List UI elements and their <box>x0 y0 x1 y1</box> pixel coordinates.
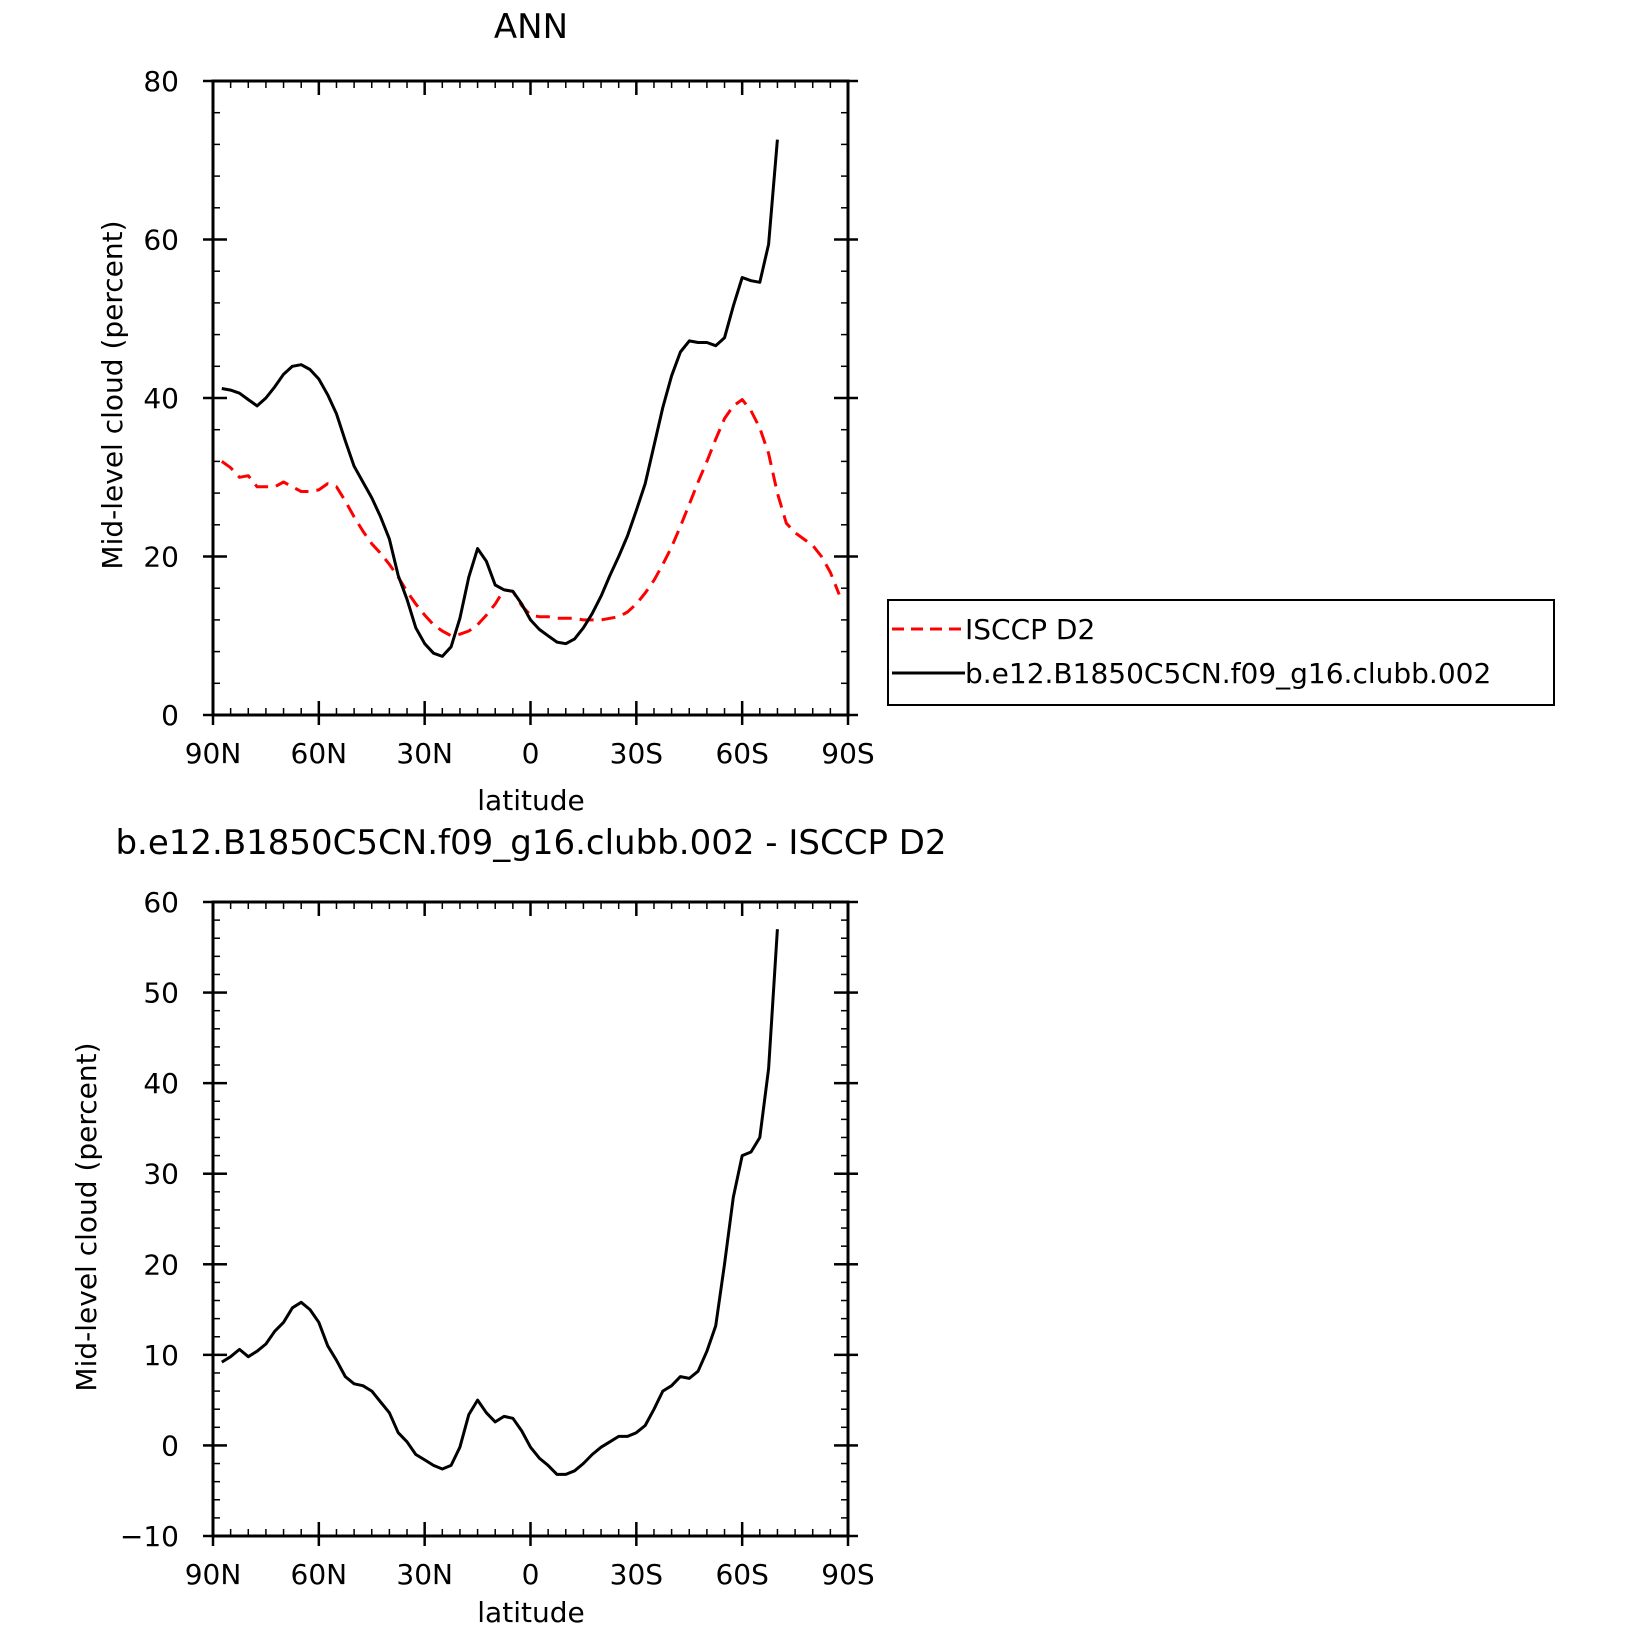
bottom-y-tick-label: 0 <box>161 1429 179 1462</box>
top-x-tick-label: 60N <box>291 737 348 770</box>
bottom-x-tick-label: 60S <box>715 1558 768 1591</box>
top-axis-ticks <box>203 79 858 725</box>
top-plot-lines <box>220 139 841 658</box>
bottom-x-tick-label: 90N <box>185 1558 242 1591</box>
top-x-tick-label: 60S <box>715 737 768 770</box>
bottom-x-tick-label: 60N <box>291 1558 348 1591</box>
bottom-x-axis-label: latitude <box>477 1596 584 1629</box>
legend: ISCCP D2 b.e12.B1850C5CN.f09_g16.clubb.0… <box>887 599 1555 706</box>
top-y-tick-label: 40 <box>143 382 179 415</box>
bottom-y-tick-label: 60 <box>143 886 179 919</box>
top-y-axis-label: Mid-level cloud (percent) <box>96 220 129 569</box>
legend-label-model: b.e12.B1850C5CN.f09_g16.clubb.002 <box>965 657 1491 690</box>
bottom-series-line-model <box>221 929 779 1476</box>
bottom-y-tick-label: −10 <box>120 1520 179 1553</box>
top-x-axis-label: latitude <box>477 784 584 817</box>
bottom-y-tick-label: 20 <box>143 1248 179 1281</box>
bottom-y-tick-label: 10 <box>143 1339 179 1372</box>
top-plot-frame <box>211 79 850 717</box>
bottom-plot-frame <box>211 900 850 1538</box>
bottom-y-tick-label: 30 <box>143 1158 179 1191</box>
legend-label-obs: ISCCP D2 <box>965 613 1095 646</box>
top-x-tick-label: 30N <box>396 737 453 770</box>
bottom-y-tick-label: 40 <box>143 1067 179 1100</box>
bottom-y-axis-label: Mid-level cloud (percent) <box>70 1042 103 1391</box>
bottom-panel: b.e12.B1850C5CN.f09_g16.clubb.002 - ISCC… <box>70 823 947 1629</box>
top-x-tick-label: 0 <box>522 737 540 770</box>
top-x-tick-label: 90S <box>821 737 874 770</box>
bottom-y-tick-label: 50 <box>143 977 179 1010</box>
top-series-line-model <box>221 139 779 658</box>
top-tick-labels: 90N 60N 30N 0 30S 60S 90S 0 20 40 60 80 <box>143 65 874 770</box>
top-x-tick-label: 30S <box>610 737 663 770</box>
top-x-tick-label: 90N <box>185 737 242 770</box>
top-y-tick-label: 20 <box>143 541 179 574</box>
bottom-chart-title: b.e12.B1850C5CN.f09_g16.clubb.002 - ISCC… <box>115 823 946 863</box>
bottom-tick-labels: 90N 60N 30N 0 30S 60S 90S −10 0 10 20 30 40 50 60 <box>120 886 875 1591</box>
top-panel: ANN Mid-level cloud (percent) latitude 9… <box>96 7 1555 817</box>
top-chart-title: ANN <box>494 7 568 47</box>
bottom-plot-lines <box>221 929 779 1476</box>
bottom-x-tick-label: 30N <box>396 1558 453 1591</box>
top-y-tick-label: 60 <box>143 224 179 257</box>
top-y-tick-label: 0 <box>161 699 179 732</box>
bottom-x-tick-label: 30S <box>610 1558 663 1591</box>
bottom-x-tick-label: 0 <box>522 1558 540 1591</box>
top-y-tick-label: 80 <box>143 65 179 98</box>
bottom-x-tick-label: 90S <box>821 1558 874 1591</box>
top-series-line-isccp <box>220 398 841 638</box>
legend-box <box>887 599 1555 706</box>
